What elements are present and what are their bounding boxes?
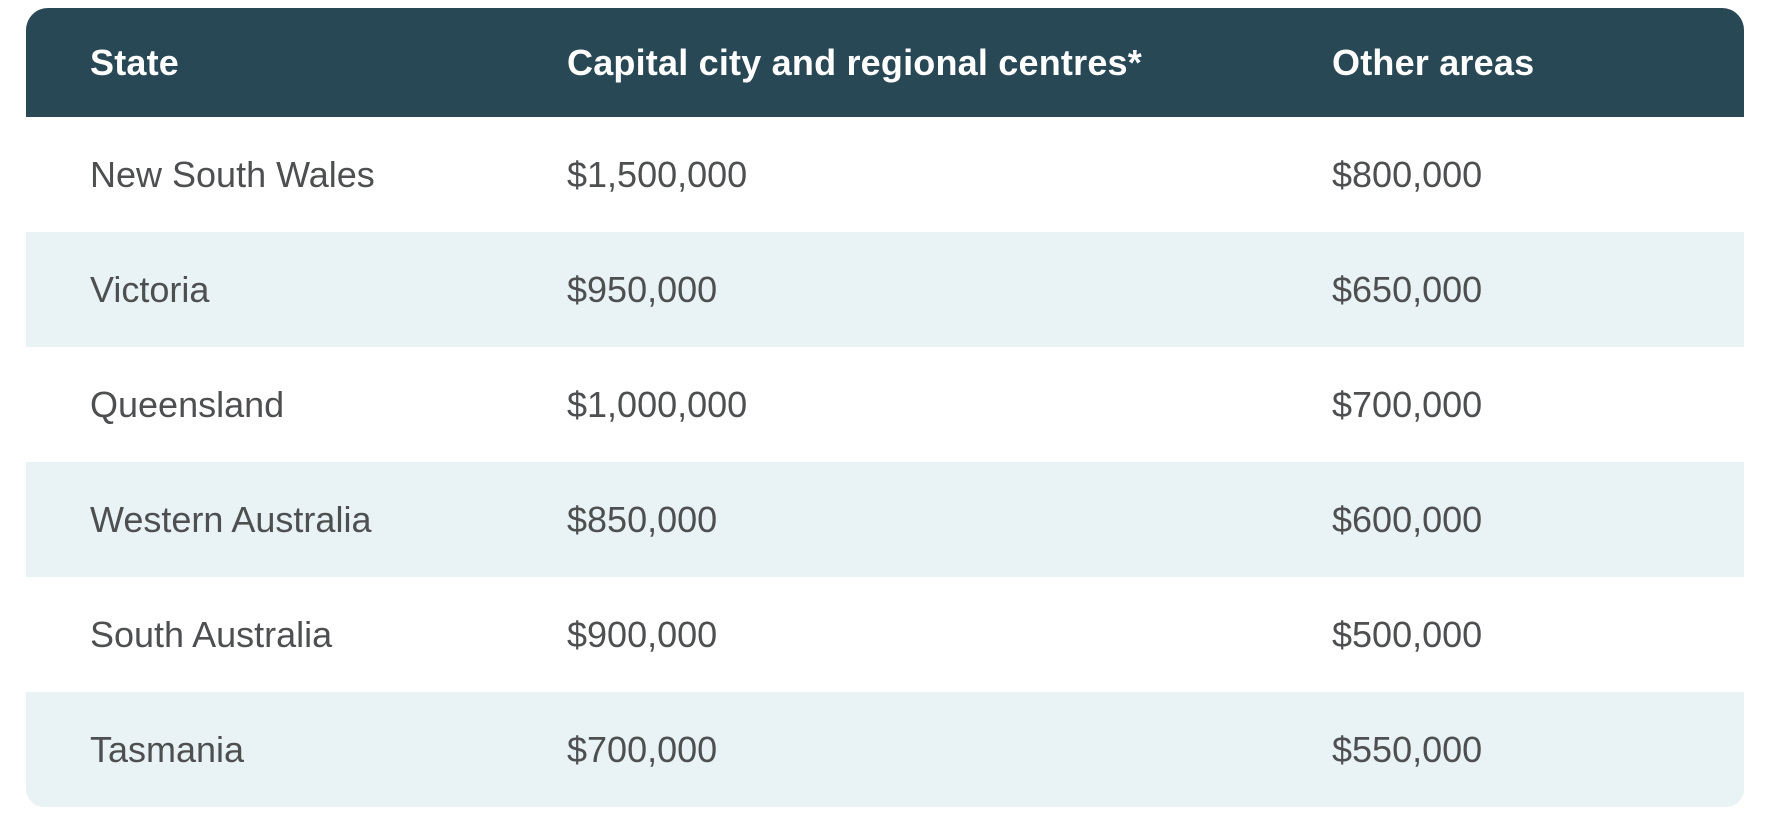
- cell-state: New South Wales: [90, 153, 375, 195]
- cell-other-price: $550,000: [1332, 728, 1483, 770]
- cell-state: Western Australia: [90, 498, 372, 540]
- cell-other-price: $700,000: [1332, 383, 1483, 425]
- cell-capital-price: $1,000,000: [567, 383, 748, 425]
- header-cell-other-areas: Other areas: [1332, 41, 1535, 83]
- cell-other-price: $600,000: [1332, 498, 1483, 540]
- header-cell-state: State: [90, 41, 180, 83]
- header-cell-capital-regional: Capital city and regional centres*: [567, 41, 1142, 83]
- cell-state: Queensland: [90, 383, 285, 425]
- cell-capital-price: $700,000: [567, 728, 718, 770]
- table-row-south-australia: South Australia $900,000 $500,000: [26, 577, 1744, 692]
- cell-other-price: $500,000: [1332, 613, 1483, 655]
- cell-capital-price: $950,000: [567, 268, 718, 310]
- table-row-queensland: Queensland $1,000,000 $700,000: [26, 347, 1744, 462]
- property-price-caps-table: State Capital city and regional centres*…: [26, 8, 1744, 807]
- cell-state: Victoria: [90, 268, 210, 310]
- cell-capital-price: $1,500,000: [567, 153, 748, 195]
- cell-capital-price: $900,000: [567, 613, 718, 655]
- cell-other-price: $800,000: [1332, 153, 1483, 195]
- cell-capital-price: $850,000: [567, 498, 718, 540]
- cell-other-price: $650,000: [1332, 268, 1483, 310]
- cell-state: Tasmania: [90, 728, 245, 770]
- table-row-western-australia: Western Australia $850,000 $600,000: [26, 462, 1744, 577]
- table-row-tasmania: Tasmania $700,000 $550,000: [26, 692, 1744, 807]
- table-row-victoria: Victoria $950,000 $650,000: [26, 232, 1744, 347]
- table-row-new-south-wales: New South Wales $1,500,000 $800,000: [26, 117, 1744, 232]
- table-body: New South Wales $1,500,000 $800,000 Vict…: [26, 117, 1744, 807]
- cell-state: South Australia: [90, 613, 333, 655]
- table-header-row: State Capital city and regional centres*…: [26, 8, 1744, 117]
